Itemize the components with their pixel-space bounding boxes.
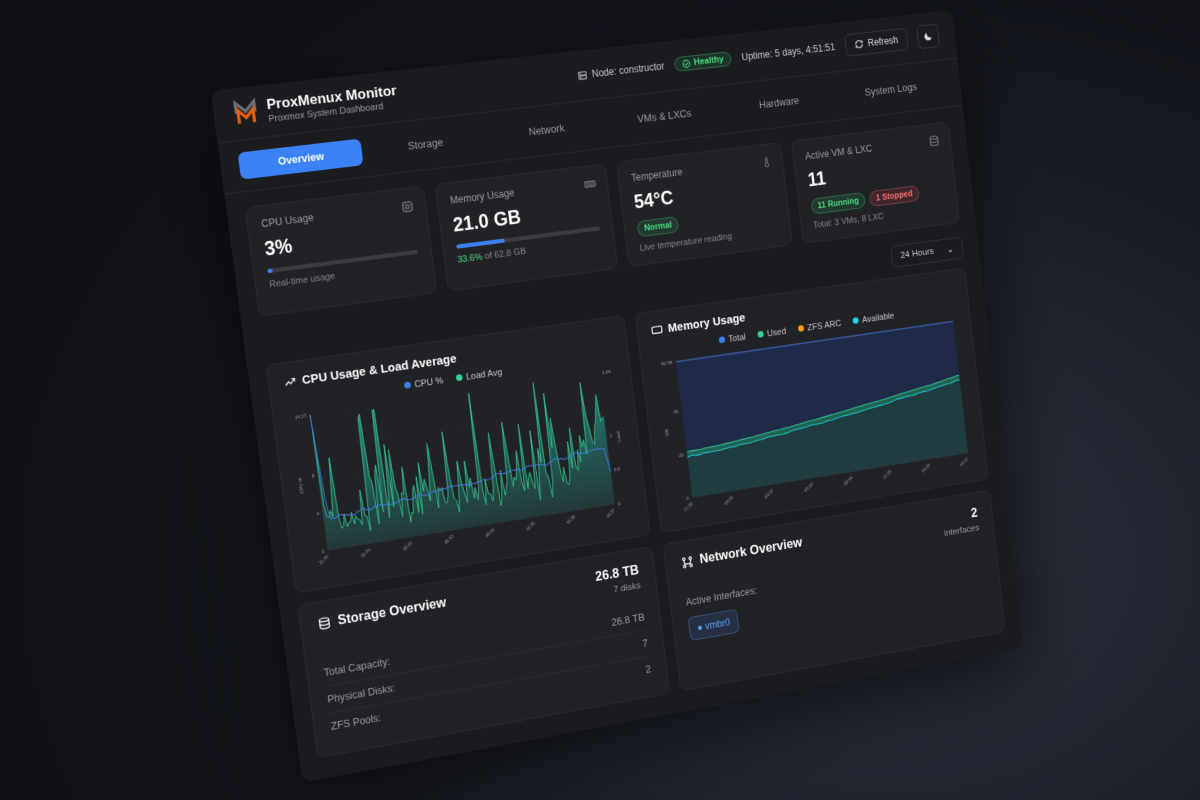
svg-text:GB: GB bbox=[664, 428, 671, 436]
svg-text:1.94: 1.94 bbox=[602, 368, 612, 374]
svg-text:15:36: 15:36 bbox=[920, 462, 931, 473]
svg-text:0.5: 0.5 bbox=[614, 466, 621, 472]
svg-text:16:37: 16:37 bbox=[959, 456, 970, 467]
svg-text:20: 20 bbox=[678, 452, 684, 458]
svg-text:00:31: 00:31 bbox=[360, 546, 372, 558]
svg-text:0: 0 bbox=[686, 496, 689, 501]
svg-text:12:35: 12:35 bbox=[525, 520, 537, 532]
svg-text:62.56: 62.56 bbox=[661, 360, 673, 367]
svg-text:03:32: 03:32 bbox=[763, 487, 774, 499]
svg-text:4: 4 bbox=[316, 510, 320, 516]
svg-text:00:31: 00:31 bbox=[723, 494, 734, 506]
svg-text:CPU %: CPU % bbox=[297, 477, 304, 494]
svg-text:06:33: 06:33 bbox=[443, 533, 455, 545]
svg-text:09:34: 09:34 bbox=[484, 526, 496, 538]
svg-text:16:37: 16:37 bbox=[605, 507, 616, 519]
svg-text:Load: Load bbox=[616, 430, 622, 442]
svg-text:15:36: 15:36 bbox=[565, 513, 577, 525]
svg-text:21:30: 21:30 bbox=[683, 500, 694, 512]
svg-text:09:34: 09:34 bbox=[843, 475, 854, 487]
svg-text:06:33: 06:33 bbox=[803, 481, 814, 493]
svg-text:1: 1 bbox=[609, 432, 613, 438]
svg-text:14.27: 14.27 bbox=[294, 413, 307, 420]
svg-text:8: 8 bbox=[311, 472, 315, 478]
svg-text:0: 0 bbox=[321, 548, 325, 554]
svg-text:0: 0 bbox=[618, 501, 622, 507]
svg-text:21:30: 21:30 bbox=[318, 553, 330, 565]
svg-text:12:35: 12:35 bbox=[882, 468, 893, 479]
svg-text:40: 40 bbox=[673, 409, 679, 415]
svg-text:03:32: 03:32 bbox=[402, 539, 414, 551]
